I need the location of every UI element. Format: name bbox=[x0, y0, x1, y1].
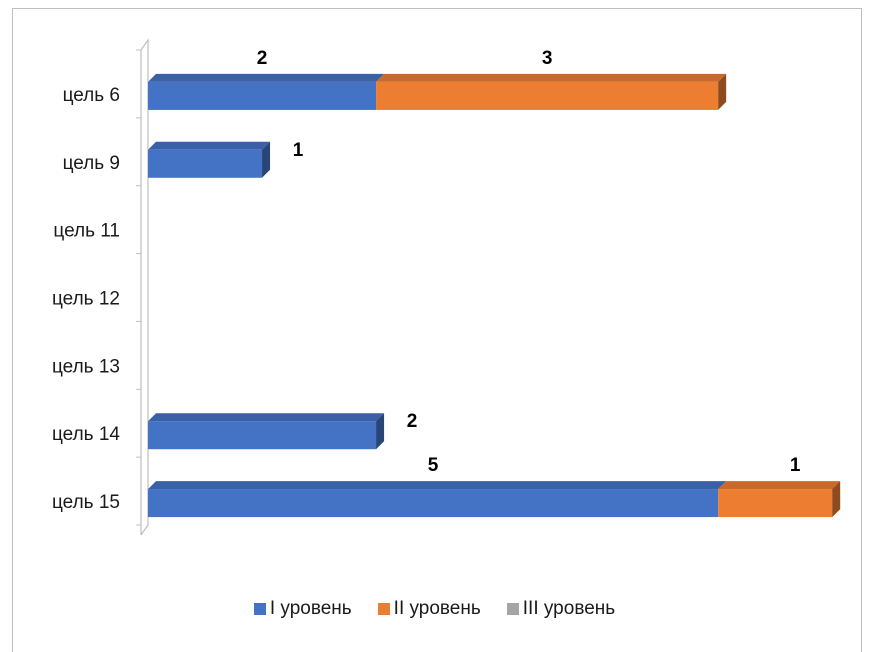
category-label: цель 6 bbox=[63, 85, 120, 106]
bar-segment bbox=[148, 141, 271, 178]
category-label: цель 14 bbox=[52, 424, 120, 445]
bar-front-face bbox=[376, 81, 719, 110]
category-label: цель 15 bbox=[52, 492, 120, 513]
data-label: 1 bbox=[790, 455, 801, 476]
bar-side-face bbox=[718, 73, 727, 110]
bar-top-face bbox=[148, 141, 271, 150]
bar-segment bbox=[148, 413, 385, 450]
bar-chart: цель 6 2 3 цель 9 1 цель 11 цель 12 цель 13 цель… bbox=[52, 38, 841, 536]
legend-item: I уровень bbox=[253, 598, 352, 620]
bar-front-face bbox=[148, 421, 377, 450]
legend-label: I уровень bbox=[269, 598, 352, 619]
category-label: цель 11 bbox=[53, 221, 120, 242]
category-label: цель 9 bbox=[63, 153, 120, 174]
axis-wall bbox=[140, 38, 149, 536]
bar-front-face bbox=[148, 81, 377, 110]
legend-label: III уровень bbox=[522, 598, 616, 619]
bar-segment bbox=[376, 73, 727, 110]
bar-top-face bbox=[148, 481, 727, 490]
legend-swatch bbox=[506, 603, 519, 615]
data-label: 1 bbox=[293, 140, 304, 161]
bar-top-face bbox=[718, 481, 841, 490]
chart-frame bbox=[12, 8, 862, 652]
bar-side-face bbox=[262, 141, 271, 178]
bar-segment bbox=[148, 73, 385, 110]
bar-front-face bbox=[718, 489, 833, 518]
bar-front-face bbox=[148, 489, 719, 518]
bar-front-face bbox=[148, 149, 263, 178]
legend-item: III уровень bbox=[506, 598, 616, 620]
category-label: цель 13 bbox=[52, 356, 120, 377]
bar-segment bbox=[148, 481, 727, 518]
data-label: 2 bbox=[407, 411, 418, 432]
legend: I уровень II уровень III уровень bbox=[0, 598, 869, 620]
bar-top-face bbox=[148, 73, 385, 82]
legend-label: II уровень bbox=[393, 598, 481, 619]
bar-side-face bbox=[376, 413, 385, 450]
legend-swatch bbox=[253, 603, 266, 615]
legend-item: II уровень bbox=[377, 598, 481, 620]
bar-top-face bbox=[376, 73, 727, 82]
data-label: 2 bbox=[257, 48, 268, 69]
data-label: 3 bbox=[542, 48, 553, 69]
category-label: цель 12 bbox=[52, 289, 120, 310]
bar-side-face bbox=[832, 481, 841, 518]
legend-swatch bbox=[377, 603, 390, 615]
bar-segment bbox=[718, 481, 841, 518]
bar-top-face bbox=[148, 413, 385, 422]
data-label: 5 bbox=[428, 455, 439, 476]
